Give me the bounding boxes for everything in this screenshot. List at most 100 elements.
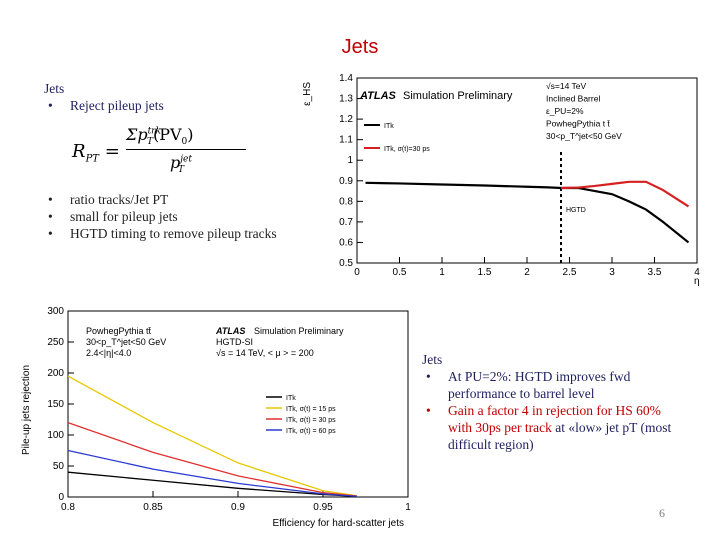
top-legend-hgtd: ITk, σ(t)=30 ps xyxy=(384,146,430,153)
bottom-x-ticks: 0.8 0.85 0.9 0.95 1 xyxy=(61,491,411,513)
top-info-line: ε_PU=2% xyxy=(546,106,584,116)
top-ylabel: ε_HS xyxy=(302,82,313,106)
formula-den: p xyxy=(170,153,181,172)
bottom-legend-label: ITk, σ(t) = 15 ps xyxy=(286,406,336,413)
bottom-ytick-label: 200 xyxy=(47,368,64,379)
formula-num-sup: trk xyxy=(147,126,161,137)
top-ytick-label: 0.9 xyxy=(339,176,353,187)
bottom-xtick-label: 0.85 xyxy=(143,502,163,513)
bottom-legend-label: ITk, σ(t) = 60 ps xyxy=(286,428,336,435)
top-efficiency-chart: ε_HS 0.50.60.70.80.911.11.21.31.4 0 0.5 1 1… xyxy=(302,73,700,287)
top-xtick-label: 2.5 xyxy=(563,267,577,278)
top-ytick-label: 1.2 xyxy=(339,114,353,125)
right-heading: Jets xyxy=(422,352,443,367)
top-xtick-label: 0 xyxy=(354,267,360,278)
top-xtick-label: 0.5 xyxy=(393,267,407,278)
top-xtick-label: 1 xyxy=(439,267,445,278)
top-atlas-rest: Simulation Preliminary xyxy=(403,90,513,102)
bottom-ytick-label: 50 xyxy=(53,461,65,472)
formula-num-close: ) xyxy=(187,125,194,144)
top-info-line: PowhegPythia t t̄ xyxy=(546,119,611,129)
bottom-legend: ITk ITk, σ(t) = 15 ps ITk, σ(t) = 30 ps ITk… xyxy=(266,395,336,435)
bottom-y-ticks: 0 50 100 150 200 250 300 xyxy=(47,306,74,503)
formula-lhs: R xyxy=(72,141,86,162)
bottom-legend-label: ITk, σ(t) = 30 ps xyxy=(286,417,336,424)
gain-text-end: at «low» jet pT (most difficult region) xyxy=(448,420,672,452)
top-hgtd-label: HGTD xyxy=(566,207,586,214)
top-info-line: √s=14 TeV xyxy=(546,81,587,91)
top-ytick-label: 0.7 xyxy=(339,217,353,228)
rpt-formula: RPT = ΣptrkT(PV0) pjetT xyxy=(70,125,260,185)
formula-den-sub: T xyxy=(177,165,184,176)
left-bullet-0: ratio tracks/Jet PT xyxy=(44,191,309,208)
bottom-info-right-line: HGTD-SI xyxy=(216,337,253,347)
bottom-ylabel: Pile-up jets rejection xyxy=(21,365,32,455)
top-series-line-1 xyxy=(560,180,690,208)
bottom-ytick-label: 250 xyxy=(47,337,64,348)
top-plot-frame xyxy=(356,77,698,264)
left-bullets: ratio tracks/Jet PTsmall for pileup jets… xyxy=(44,191,309,242)
bottom-ytick-label: 100 xyxy=(47,430,64,441)
bottom-info-right-line: √s = 14 TeV, < μ > = 200 xyxy=(216,348,314,358)
bottom-info-left-line: 30<p_T^jet<50 GeV xyxy=(86,337,166,347)
top-xtick-label: 3 xyxy=(609,267,615,278)
top-y-ticks: 0.5 0.6 0.7 0.8 0.9 1 1.1 1.2 1.3 1.4 xyxy=(339,73,363,269)
bottom-ytick-label: 0 xyxy=(58,492,64,503)
top-ytick-label: 0.5 xyxy=(339,258,353,269)
top-x-ticks: 0 0.5 1 1.5 2 2.5 3 3.5 4 xyxy=(354,257,700,278)
top-ytick-label: 0.8 xyxy=(339,196,353,207)
left-heading: Jets xyxy=(44,81,65,96)
bottom-legend-label: ITk xyxy=(286,395,296,402)
top-xtick-label: 4 xyxy=(694,267,700,278)
left-bullet-list: ratio tracks/Jet PTsmall for pileup jets… xyxy=(44,191,309,242)
top-ytick-label: 1 xyxy=(347,155,353,166)
top-xtick-label: 1.5 xyxy=(478,267,492,278)
gain-red-text: 30ps per track xyxy=(475,420,552,435)
bullet-reject-pileup: Reject pileup jets xyxy=(44,97,304,114)
formula-lhs-sub: PT xyxy=(85,153,99,165)
left-bullet-1: small for pileup jets xyxy=(44,208,309,225)
top-ytick-label: 1.1 xyxy=(339,135,353,146)
top-ytick-label: 0.6 xyxy=(339,237,353,248)
bullet-gain-factor: Gain a factor 4 in rejection for HS 60% … xyxy=(422,402,682,453)
formula-numerator: ΣptrkT(PV0) xyxy=(126,125,194,147)
bottom-xtick-label: 0.9 xyxy=(231,502,245,513)
bottom-info-left-line: PowhegPythia tt̄ xyxy=(86,326,152,336)
formula-num-sub: T xyxy=(146,137,153,148)
top-ytick-label: 1.4 xyxy=(339,73,353,84)
bottom-rejection-chart: Pile-up jets rejection 0 50 100 150 200 250 30… xyxy=(21,306,411,529)
left-text-block: Jets Reject pileup jets xyxy=(44,80,304,114)
left-bullet-2: HGTD timing to remove pileup tracks xyxy=(44,225,309,242)
bottom-ytick-label: 150 xyxy=(47,399,64,410)
bottom-info-text: PowhegPythia tt̄30<p_T^jet<50 GeV2.4<|η|… xyxy=(86,326,314,358)
page-number: 6 xyxy=(659,506,665,520)
top-xlabel: η xyxy=(694,276,700,287)
bottom-ytick-label: 300 xyxy=(47,306,64,317)
bottom-atlas-rest: Simulation Preliminary xyxy=(254,326,344,336)
formula-num-arg: (PV xyxy=(152,125,182,144)
formula-num-arg-sub: 0 xyxy=(181,137,188,148)
formula-sigma: Σp xyxy=(126,125,148,144)
bottom-xtick-label: 0.95 xyxy=(313,502,333,513)
bottom-atlas-label: ATLAS xyxy=(215,326,245,336)
top-info-line: 30<p_T^jet<50 GeV xyxy=(546,131,622,141)
top-xtick-label: 2 xyxy=(524,267,530,278)
bottom-series-line-1 xyxy=(67,375,358,497)
bottom-xlabel: Efficiency for hard-scatter jets xyxy=(272,518,404,529)
top-ytick-label: 1.3 xyxy=(339,94,353,105)
bottom-xtick-label: 1 xyxy=(405,502,411,513)
bottom-series-line-3 xyxy=(67,449,358,498)
bullet-pu-improve: At PU=2%: HGTD improves fwd performance … xyxy=(422,368,682,402)
top-legend-itk: ITk xyxy=(384,123,394,130)
top-series-group xyxy=(365,150,690,263)
formula-denominator: pjetT xyxy=(170,153,192,176)
top-info-text: √s=14 TeV Inclined Barrel ε_PU=2% PowhegPyt… xyxy=(546,81,622,141)
bottom-series-group xyxy=(67,375,358,498)
gain-text: Gain a factor 4 in rejection for HS 60% … xyxy=(448,403,661,435)
top-series-line-0 xyxy=(365,181,690,244)
top-xtick-label: 3.5 xyxy=(648,267,662,278)
top-legend: ITk ITk, σ(t)=30 ps xyxy=(364,123,430,153)
top-atlas-label: ATLAS xyxy=(359,90,397,102)
bottom-series-line-2 xyxy=(67,421,358,497)
top-info-line: Inclined Barrel xyxy=(546,94,600,104)
